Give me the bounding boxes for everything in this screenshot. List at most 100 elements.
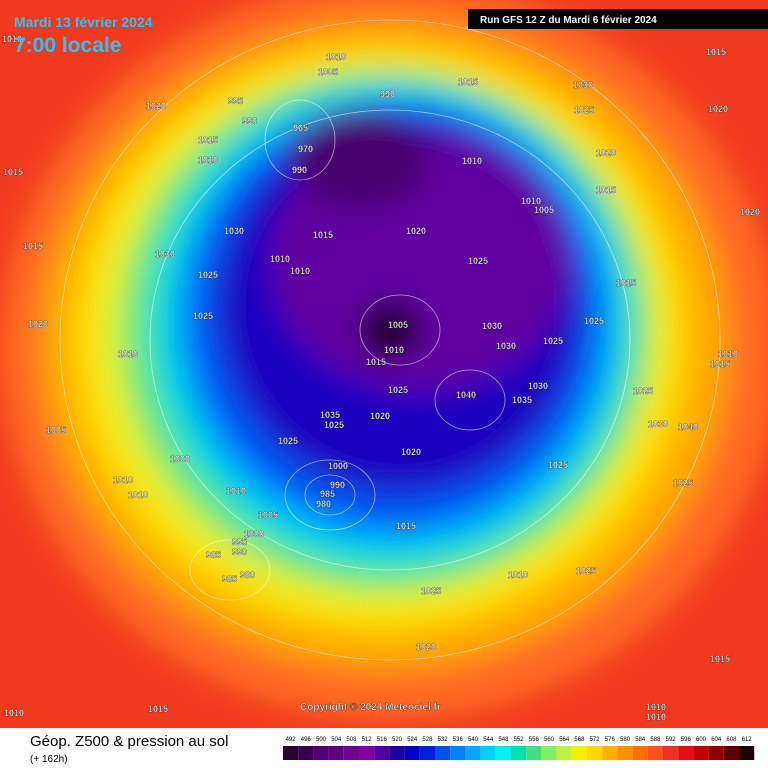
scale-label: 556 [529, 737, 540, 743]
isobar-label: 1005 [46, 425, 66, 435]
isobar-labels: 1010101010059959909901020101510101015103… [2, 34, 760, 722]
scale-swatch [708, 746, 724, 760]
isobar-label: 1025 [388, 385, 408, 395]
scale-swatch [343, 746, 359, 760]
scale-label: 520 [392, 737, 403, 743]
isobar-label: 1015 [313, 230, 333, 240]
isobar-label: 1010 [226, 486, 246, 496]
run-box [468, 9, 768, 29]
isobar-label: 1015 [148, 704, 168, 714]
isobar-label: 995 [228, 96, 243, 106]
isobar-label: 1015 [23, 241, 43, 251]
isobar-label: 1010 [2, 34, 22, 44]
isobar-label: 1020 [370, 411, 390, 421]
isobar-label: 1005 [318, 67, 338, 77]
isobar-label: 1040 [456, 390, 476, 400]
isobar-label: 1015 [396, 521, 416, 531]
scale-swatch [404, 746, 420, 760]
scale-swatch [693, 746, 709, 760]
isobar-label: 1035 [512, 395, 532, 405]
isobar-label: 1030 [573, 80, 593, 90]
isobar-label: 1020 [416, 642, 436, 652]
isobar-label: 1015 [616, 278, 636, 288]
scale-label: 536 [453, 737, 464, 743]
isobar-label: 1020 [406, 226, 426, 236]
scale-label: 544 [483, 737, 494, 743]
footer-lead: (+ 162h) [30, 754, 68, 765]
isobars [59, 19, 721, 661]
scale-label: 496 [301, 737, 312, 743]
isobar-label: 1010 [646, 712, 666, 722]
scale-swatch [313, 746, 329, 760]
isobar-label: 1010 [113, 475, 133, 485]
scale-label: 500 [316, 737, 327, 743]
scale-label: 576 [605, 737, 616, 743]
scale-swatch [465, 746, 481, 760]
isobar-label: 1005 [534, 205, 554, 215]
isobar-label: 1015 [198, 135, 218, 145]
isobar-label: 1010 [270, 254, 290, 264]
scale-swatch [541, 746, 557, 760]
isobar-label: 1025 [324, 420, 344, 430]
scale-swatch [739, 746, 755, 760]
scale-label: 532 [438, 737, 449, 743]
isobar-label: 1010 [384, 345, 404, 355]
scale-label: 584 [635, 737, 646, 743]
isobar-label: 995 [232, 537, 247, 547]
isobar-label: 1010 [462, 156, 482, 166]
scale-label: 524 [407, 737, 418, 743]
color-scale: 492 496 500 504 508 512 516 520 524 528 532 536 540 5… [283, 737, 755, 760]
isobar-label: 1000 [170, 454, 190, 464]
scale-swatch [647, 746, 663, 760]
isobar-label: 985 [206, 550, 221, 560]
isobar-label: 1025 [584, 316, 604, 326]
isobar-label: 1030 [528, 381, 548, 391]
isobar-label: 1010 [198, 155, 218, 165]
scale-swatch [450, 746, 466, 760]
forecast-date: Mardi 13 février 2024 [14, 14, 153, 30]
scale-label: 592 [666, 737, 677, 743]
isobar-label: 990 [380, 89, 395, 99]
isobar-label: 1020 [596, 148, 616, 158]
scale-label: 580 [620, 737, 631, 743]
scale-label: 608 [726, 737, 737, 743]
scale-label: 548 [498, 737, 509, 743]
isobar-label: 1020 [28, 319, 48, 329]
scale-label: 512 [362, 737, 373, 743]
isobar-label: 1010 [646, 702, 666, 712]
isobar-label: 1025 [421, 586, 441, 596]
scale-swatch [389, 746, 405, 760]
isobar-label: 990 [330, 480, 345, 490]
scale-swatch [723, 746, 739, 760]
isobar-label: 990 [292, 165, 307, 175]
isobar-label: 970 [298, 144, 313, 154]
isobar-label: 1010 [118, 349, 138, 359]
isobar-label: 1010 [326, 52, 346, 62]
scale-label: 540 [468, 737, 479, 743]
isobar-label: 1025 [576, 566, 596, 576]
forecast-time: 7:00 locale [14, 34, 121, 57]
isobar-label: 1015 [706, 47, 726, 57]
isobar-label: 1025 [673, 478, 693, 488]
isobar-label: 985 [222, 574, 237, 584]
isobar-label: 1030 [482, 321, 502, 331]
scale-label: 600 [696, 737, 707, 743]
isobar-label: 1010 [521, 196, 541, 206]
scale-swatch [511, 746, 527, 760]
isobar-label: 985 [320, 489, 335, 499]
scale-label: 528 [422, 737, 433, 743]
scale-swatch [678, 746, 694, 760]
isobar-label: 1030 [224, 226, 244, 236]
scale-label: 568 [574, 737, 585, 743]
scale-swatch [419, 746, 435, 760]
isobar-label: 990 [242, 116, 257, 126]
footer-title: Géop. Z500 & pression au sol [30, 733, 228, 750]
isobar-label: 1000 [244, 529, 264, 539]
isobar-label: 1040 [678, 422, 698, 432]
scale-swatch [602, 746, 618, 760]
isobar-label: 1010 [718, 349, 738, 359]
scale-swatch [632, 746, 648, 760]
isobar-label: 1025 [193, 311, 213, 321]
scale-swatch [435, 746, 451, 760]
